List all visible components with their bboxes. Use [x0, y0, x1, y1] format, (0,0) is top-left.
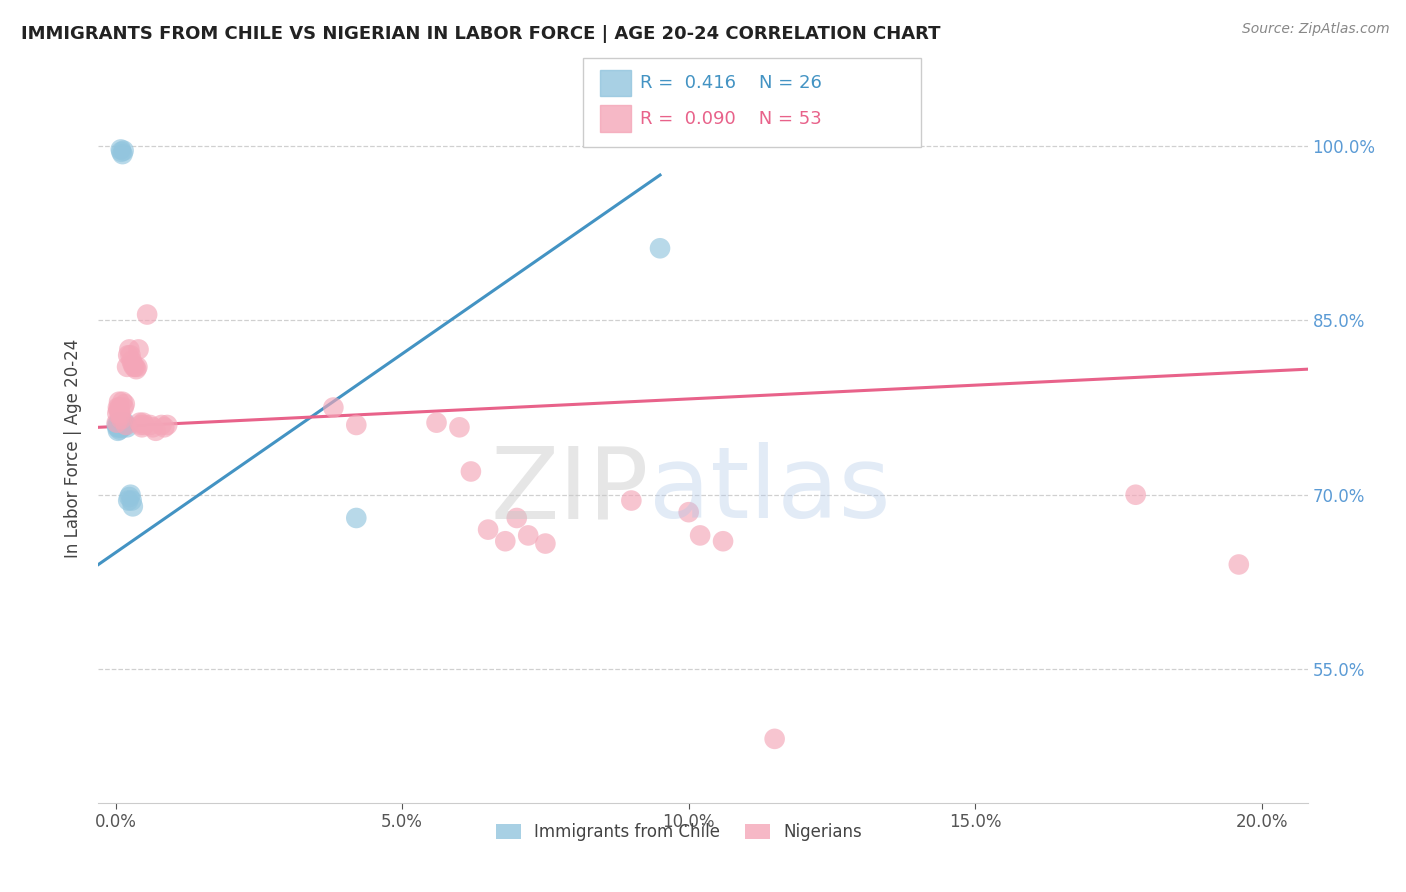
Point: [136, 308, 159, 322]
Point: [117, 493, 139, 508]
Point: [344, 511, 367, 525]
Point: [108, 401, 131, 415]
Point: [121, 493, 143, 508]
Point: [1227, 558, 1250, 572]
Point: [110, 420, 132, 434]
Point: [506, 511, 529, 525]
Point: [322, 401, 344, 415]
Point: [156, 417, 179, 432]
Point: [689, 528, 711, 542]
Point: [128, 343, 150, 357]
Point: [534, 536, 557, 550]
Point: [107, 417, 129, 432]
Point: [115, 417, 138, 432]
Point: [122, 359, 145, 374]
Point: [117, 348, 139, 362]
Point: [150, 417, 173, 432]
Point: [111, 420, 134, 434]
Point: [110, 412, 132, 426]
Text: atlas: atlas: [648, 442, 890, 540]
Point: [108, 394, 131, 409]
Point: [128, 416, 150, 430]
Point: [110, 145, 132, 159]
Point: [121, 354, 143, 368]
Point: [124, 359, 146, 374]
Point: [142, 420, 165, 434]
Point: [110, 409, 132, 423]
Point: [112, 401, 135, 415]
Point: [460, 465, 482, 479]
Point: [107, 401, 129, 415]
Point: [494, 534, 516, 549]
Point: [344, 417, 367, 432]
Point: [129, 417, 152, 432]
Point: [620, 493, 643, 508]
Point: [131, 420, 153, 434]
Point: [114, 416, 136, 430]
Point: [1125, 488, 1147, 502]
Point: [105, 417, 128, 432]
Point: [153, 420, 176, 434]
Point: [105, 420, 128, 434]
Point: [139, 417, 162, 432]
Point: [449, 420, 471, 434]
Point: [105, 416, 128, 430]
Point: [107, 424, 129, 438]
Point: [711, 534, 734, 549]
Point: [108, 420, 131, 434]
Point: [648, 241, 671, 255]
Point: [110, 143, 132, 157]
Point: [517, 528, 540, 542]
Point: [112, 144, 135, 158]
Point: [108, 406, 131, 420]
Text: R =  0.090    N = 53: R = 0.090 N = 53: [640, 110, 821, 128]
Point: [145, 424, 167, 438]
Point: [105, 406, 128, 420]
Point: [108, 423, 131, 437]
Point: [763, 731, 786, 746]
Point: [120, 348, 142, 362]
Point: [134, 417, 156, 432]
Point: [678, 505, 700, 519]
Point: [118, 343, 141, 357]
Point: [115, 359, 138, 374]
Point: [107, 416, 129, 430]
Point: [107, 402, 129, 417]
Point: [114, 397, 136, 411]
Point: [111, 147, 134, 161]
Point: [132, 416, 155, 430]
Text: ZIP: ZIP: [491, 442, 648, 540]
Point: [108, 417, 131, 432]
Legend: Immigrants from Chile, Nigerians: Immigrants from Chile, Nigerians: [489, 816, 869, 847]
Point: [120, 488, 142, 502]
Point: [477, 523, 499, 537]
Point: [115, 420, 138, 434]
Text: Source: ZipAtlas.com: Source: ZipAtlas.com: [1241, 22, 1389, 37]
Text: R =  0.416    N = 26: R = 0.416 N = 26: [640, 74, 821, 92]
Point: [121, 358, 143, 372]
Point: [125, 362, 148, 376]
Point: [121, 500, 143, 514]
Y-axis label: In Labor Force | Age 20-24: In Labor Force | Age 20-24: [63, 339, 82, 558]
Text: IMMIGRANTS FROM CHILE VS NIGERIAN IN LABOR FORCE | AGE 20-24 CORRELATION CHART: IMMIGRANTS FROM CHILE VS NIGERIAN IN LAB…: [21, 25, 941, 43]
Point: [110, 416, 132, 430]
Point: [425, 416, 447, 430]
Point: [112, 417, 135, 432]
Point: [118, 490, 141, 504]
Point: [127, 359, 149, 374]
Point: [115, 417, 138, 432]
Point: [111, 394, 134, 409]
